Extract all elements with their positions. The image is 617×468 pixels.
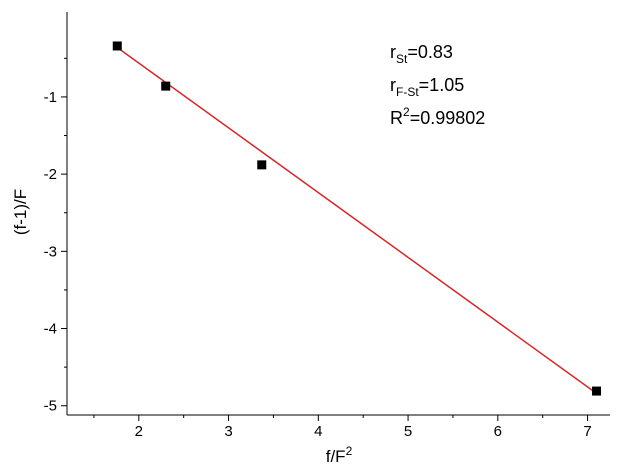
annotation-line-3: R2=0.99802 (390, 105, 485, 128)
x-tick-label-2: 2 (135, 423, 143, 440)
x-tick-label-7: 7 (583, 423, 591, 440)
annotation-sub: F-St (396, 85, 419, 99)
ticks (61, 57, 589, 421)
x-tick-label-4: 4 (314, 423, 322, 440)
annotation-sup: 2 (403, 105, 410, 119)
y-tick-label--5: -5 (44, 398, 57, 415)
series (112, 41, 602, 396)
data-point-2 (161, 81, 171, 91)
annotation-main: r (390, 75, 396, 95)
annotation-line-2: rF-St=1.05 (390, 75, 464, 99)
annotation-main: R (390, 108, 403, 128)
y-tick-label--2: -2 (44, 166, 57, 183)
x-axis-label-sup: 2 (346, 444, 353, 458)
y-tick-label--3: -3 (44, 243, 57, 260)
x-axis-label: f/F2 (326, 444, 353, 466)
y-axis-label: (f-1)/F (11, 189, 30, 235)
annotation-value: =0.99802 (410, 108, 486, 128)
y-tick-label--1: -1 (44, 89, 57, 106)
axes (66, 12, 610, 416)
data-point-4 (592, 386, 602, 396)
x-tick-label-5: 5 (404, 423, 412, 440)
annotation-sub: St (396, 52, 408, 66)
annotation-value: =0.83 (407, 42, 453, 62)
annotation-main: r (390, 42, 396, 62)
tick-labels: 2 3 4 5 6 7 -5 -4 -3 -2 -1 (44, 89, 592, 440)
data-point-3 (257, 160, 267, 170)
fit-line (116, 46, 597, 394)
x-tick-label-6: 6 (494, 423, 502, 440)
x-tick-label-3: 3 (224, 423, 232, 440)
x-axis-label-main: f/F (326, 447, 346, 466)
y-tick-label--4: -4 (44, 321, 57, 338)
annotation-value: =1.05 (419, 75, 465, 95)
data-point-1 (112, 41, 122, 51)
annotation-line-1: rSt=0.83 (390, 42, 453, 66)
